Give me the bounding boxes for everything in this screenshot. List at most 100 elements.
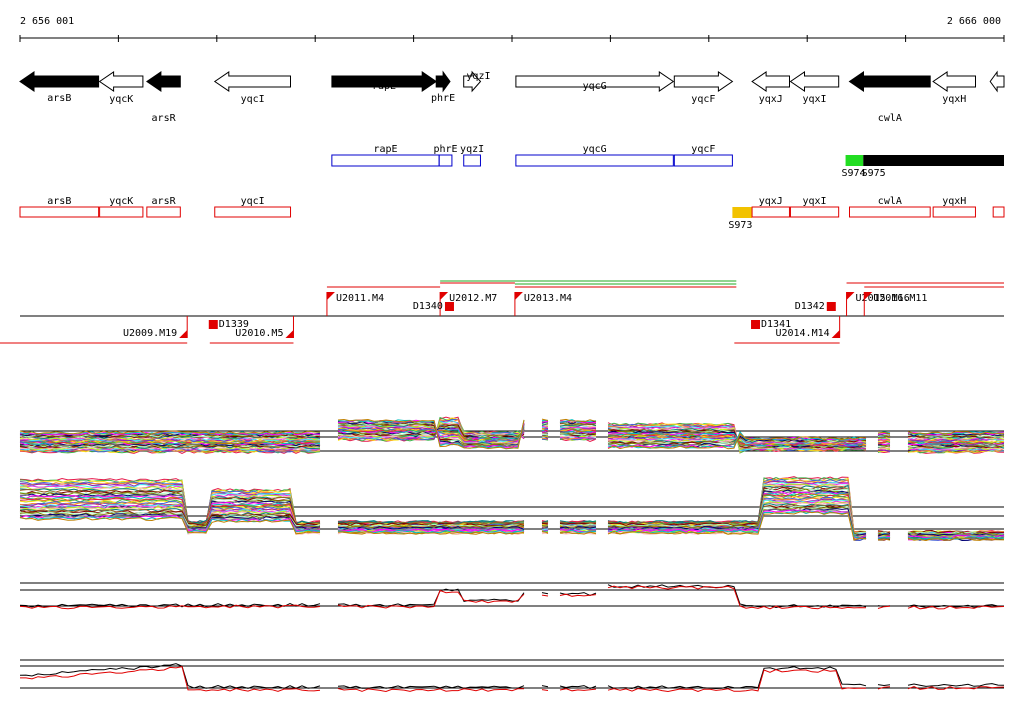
profile-line — [19, 504, 1005, 541]
transcript-label-U2011.M4: U2011.M4 — [336, 293, 384, 304]
gene-arrow-unnamed — [989, 70, 1005, 93]
gene-arrow-yqcG — [515, 71, 675, 92]
terminator-label-D1341: D1341 — [761, 319, 791, 330]
terminator-D1339 — [208, 320, 218, 329]
transcript-label-U2014.M14: U2014.M14 — [775, 328, 829, 339]
transcript-start-U2015.M16 — [846, 292, 855, 300]
red-feature-label-yqxJ: yqxJ — [759, 196, 783, 207]
transcript-start-U2011.M4 — [326, 292, 335, 300]
transcript-label-U2013.M4: U2013.M4 — [524, 293, 572, 304]
terminator-D1342 — [826, 302, 836, 311]
transcript-start-U2012.M7 — [440, 292, 449, 300]
terminator-label-D1342: D1342 — [795, 301, 825, 312]
gene-arrow-yqcF — [673, 71, 734, 92]
gene-arrow-arsB — [19, 71, 100, 92]
gene-arrow-rapE — [331, 71, 438, 92]
gene-label-phrE: phrE — [431, 93, 455, 104]
blue-feature-label-yqcG: yqcG — [583, 144, 607, 155]
red-feature-yqxJ — [751, 206, 790, 218]
gene-arrow-arsR — [146, 71, 181, 92]
red-feature-label-arsR: arsR — [152, 196, 177, 207]
profile-line — [19, 419, 1005, 450]
gene-label-yqxI: yqxI — [803, 94, 827, 105]
transcript-start-U2009.M19 — [179, 330, 188, 338]
gene-label-yqxH: yqxH — [942, 94, 966, 105]
gene-arrow-yqzI — [463, 70, 482, 93]
transcript-label-U2016.M11: U2016.M11 — [873, 293, 927, 304]
blue-feature-yqcF — [673, 154, 733, 167]
red-feature-yqcK — [99, 206, 144, 218]
red-feature-unnamed — [992, 206, 1005, 218]
segment-S973 — [732, 207, 753, 218]
coordinate-axis: 2 656 001 2 666 000 — [19, 16, 1005, 42]
profile-line — [19, 418, 1005, 450]
gene-label-arsB: arsB — [47, 93, 71, 104]
red-feature-label-arsB: arsB — [47, 196, 71, 207]
terminator-D1340 — [444, 302, 454, 311]
transcript-start-U2014.M14 — [831, 330, 840, 338]
transcript-label-U2015.M16: U2015.M16 — [856, 293, 910, 304]
red-feature-label-yqcK: yqcK — [109, 196, 133, 207]
red-feature-label-yqxI: yqxI — [803, 196, 827, 207]
red-feature-track: arsB yqcK arsR yqcI yqxJ yqxI cwlA yqxH — [19, 196, 1005, 218]
red-feature-yqcI — [214, 206, 292, 218]
transcript-track: U2011.M4 U2012.M7 U2013.M4 U2015.M16U2016.M… — [0, 280, 1004, 344]
profile-line — [19, 584, 1005, 609]
gene-label-yqcG: yqcG — [583, 81, 607, 92]
gene-arrow-yqcK — [98, 71, 144, 92]
gene-label-yqcI: yqcI — [241, 94, 265, 105]
segment-label-S974: S974 — [842, 168, 866, 179]
blue-feature-phrE — [438, 154, 453, 167]
red-feature-label-yqxH: yqxH — [942, 196, 966, 207]
gene-label-cwlA: cwlA — [878, 113, 902, 124]
profile-line — [19, 663, 1005, 690]
gene-arrow-yqxH — [932, 71, 976, 92]
red-feature-label-yqcI: yqcI — [241, 196, 265, 207]
transcript-label-U2009.M19: U2009.M19 — [123, 328, 177, 339]
transcript-start-U2013.M4 — [514, 292, 523, 300]
gene-arrow-yqxI — [789, 71, 840, 92]
profile-line — [20, 666, 1005, 693]
gene-label-yqzI: yqzI — [466, 71, 490, 82]
gene-track: arsB yqcK arsR yqcI rapE phrE yqzI yqcG yqcF yqxJ… — [19, 70, 1005, 124]
segment-label-S973: S973 — [728, 220, 752, 231]
gene-label-arsR: arsR — [152, 113, 177, 124]
red-feature-label-cwlA: cwlA — [878, 196, 902, 207]
profile-line — [19, 511, 1005, 542]
gene-arrow-yqxJ — [751, 71, 790, 92]
blue-feature-label-phrE: phrE — [433, 144, 457, 155]
axis-end-label: 2 666 000 — [947, 16, 1001, 27]
gene-arrow-phrE — [435, 70, 451, 93]
transcript-start-U2016.M11 — [864, 292, 873, 300]
terminator-D1341 — [751, 320, 761, 329]
axis-start-label: 2 656 001 — [20, 16, 74, 27]
expression-profiles — [19, 416, 1005, 693]
blue-feature-label-rapE: rapE — [373, 144, 397, 155]
profile-line — [19, 585, 1005, 610]
blue-feature-label-yqcF: yqcF — [691, 144, 715, 155]
segment-S974 — [845, 155, 864, 166]
blue-feature-rapE — [331, 154, 440, 167]
gene-arrow-yqcI — [213, 71, 291, 92]
segment-label-S975: S975 — [862, 168, 886, 179]
blue-feature-yqzI — [463, 154, 481, 167]
transcript-start-U2010.M5 — [285, 330, 294, 338]
profile-line — [19, 508, 1005, 538]
red-feature-yqxI — [789, 206, 840, 218]
red-feature-arsB — [19, 206, 100, 218]
red-feature-cwlA — [848, 206, 931, 218]
gene-label-rapE: rapE — [372, 81, 396, 92]
red-feature-arsR — [146, 206, 181, 218]
terminator-label-D1340: D1340 — [413, 301, 443, 312]
red-feature-yqxH — [932, 206, 976, 218]
segment-S975 — [863, 155, 1004, 166]
transcript-label-U2010.M5: U2010.M5 — [235, 328, 283, 339]
blue-feature-track: rapE phrE yqzI yqcG yqcF — [331, 144, 733, 167]
transcript-label-U2012.M7: U2012.M7 — [449, 293, 497, 304]
terminator-label-D1339: D1339 — [219, 319, 249, 330]
gene-arrow-cwlA — [848, 71, 931, 92]
gene-label-yqxJ: yqxJ — [759, 94, 783, 105]
gene-label-yqcK: yqcK — [109, 94, 133, 105]
